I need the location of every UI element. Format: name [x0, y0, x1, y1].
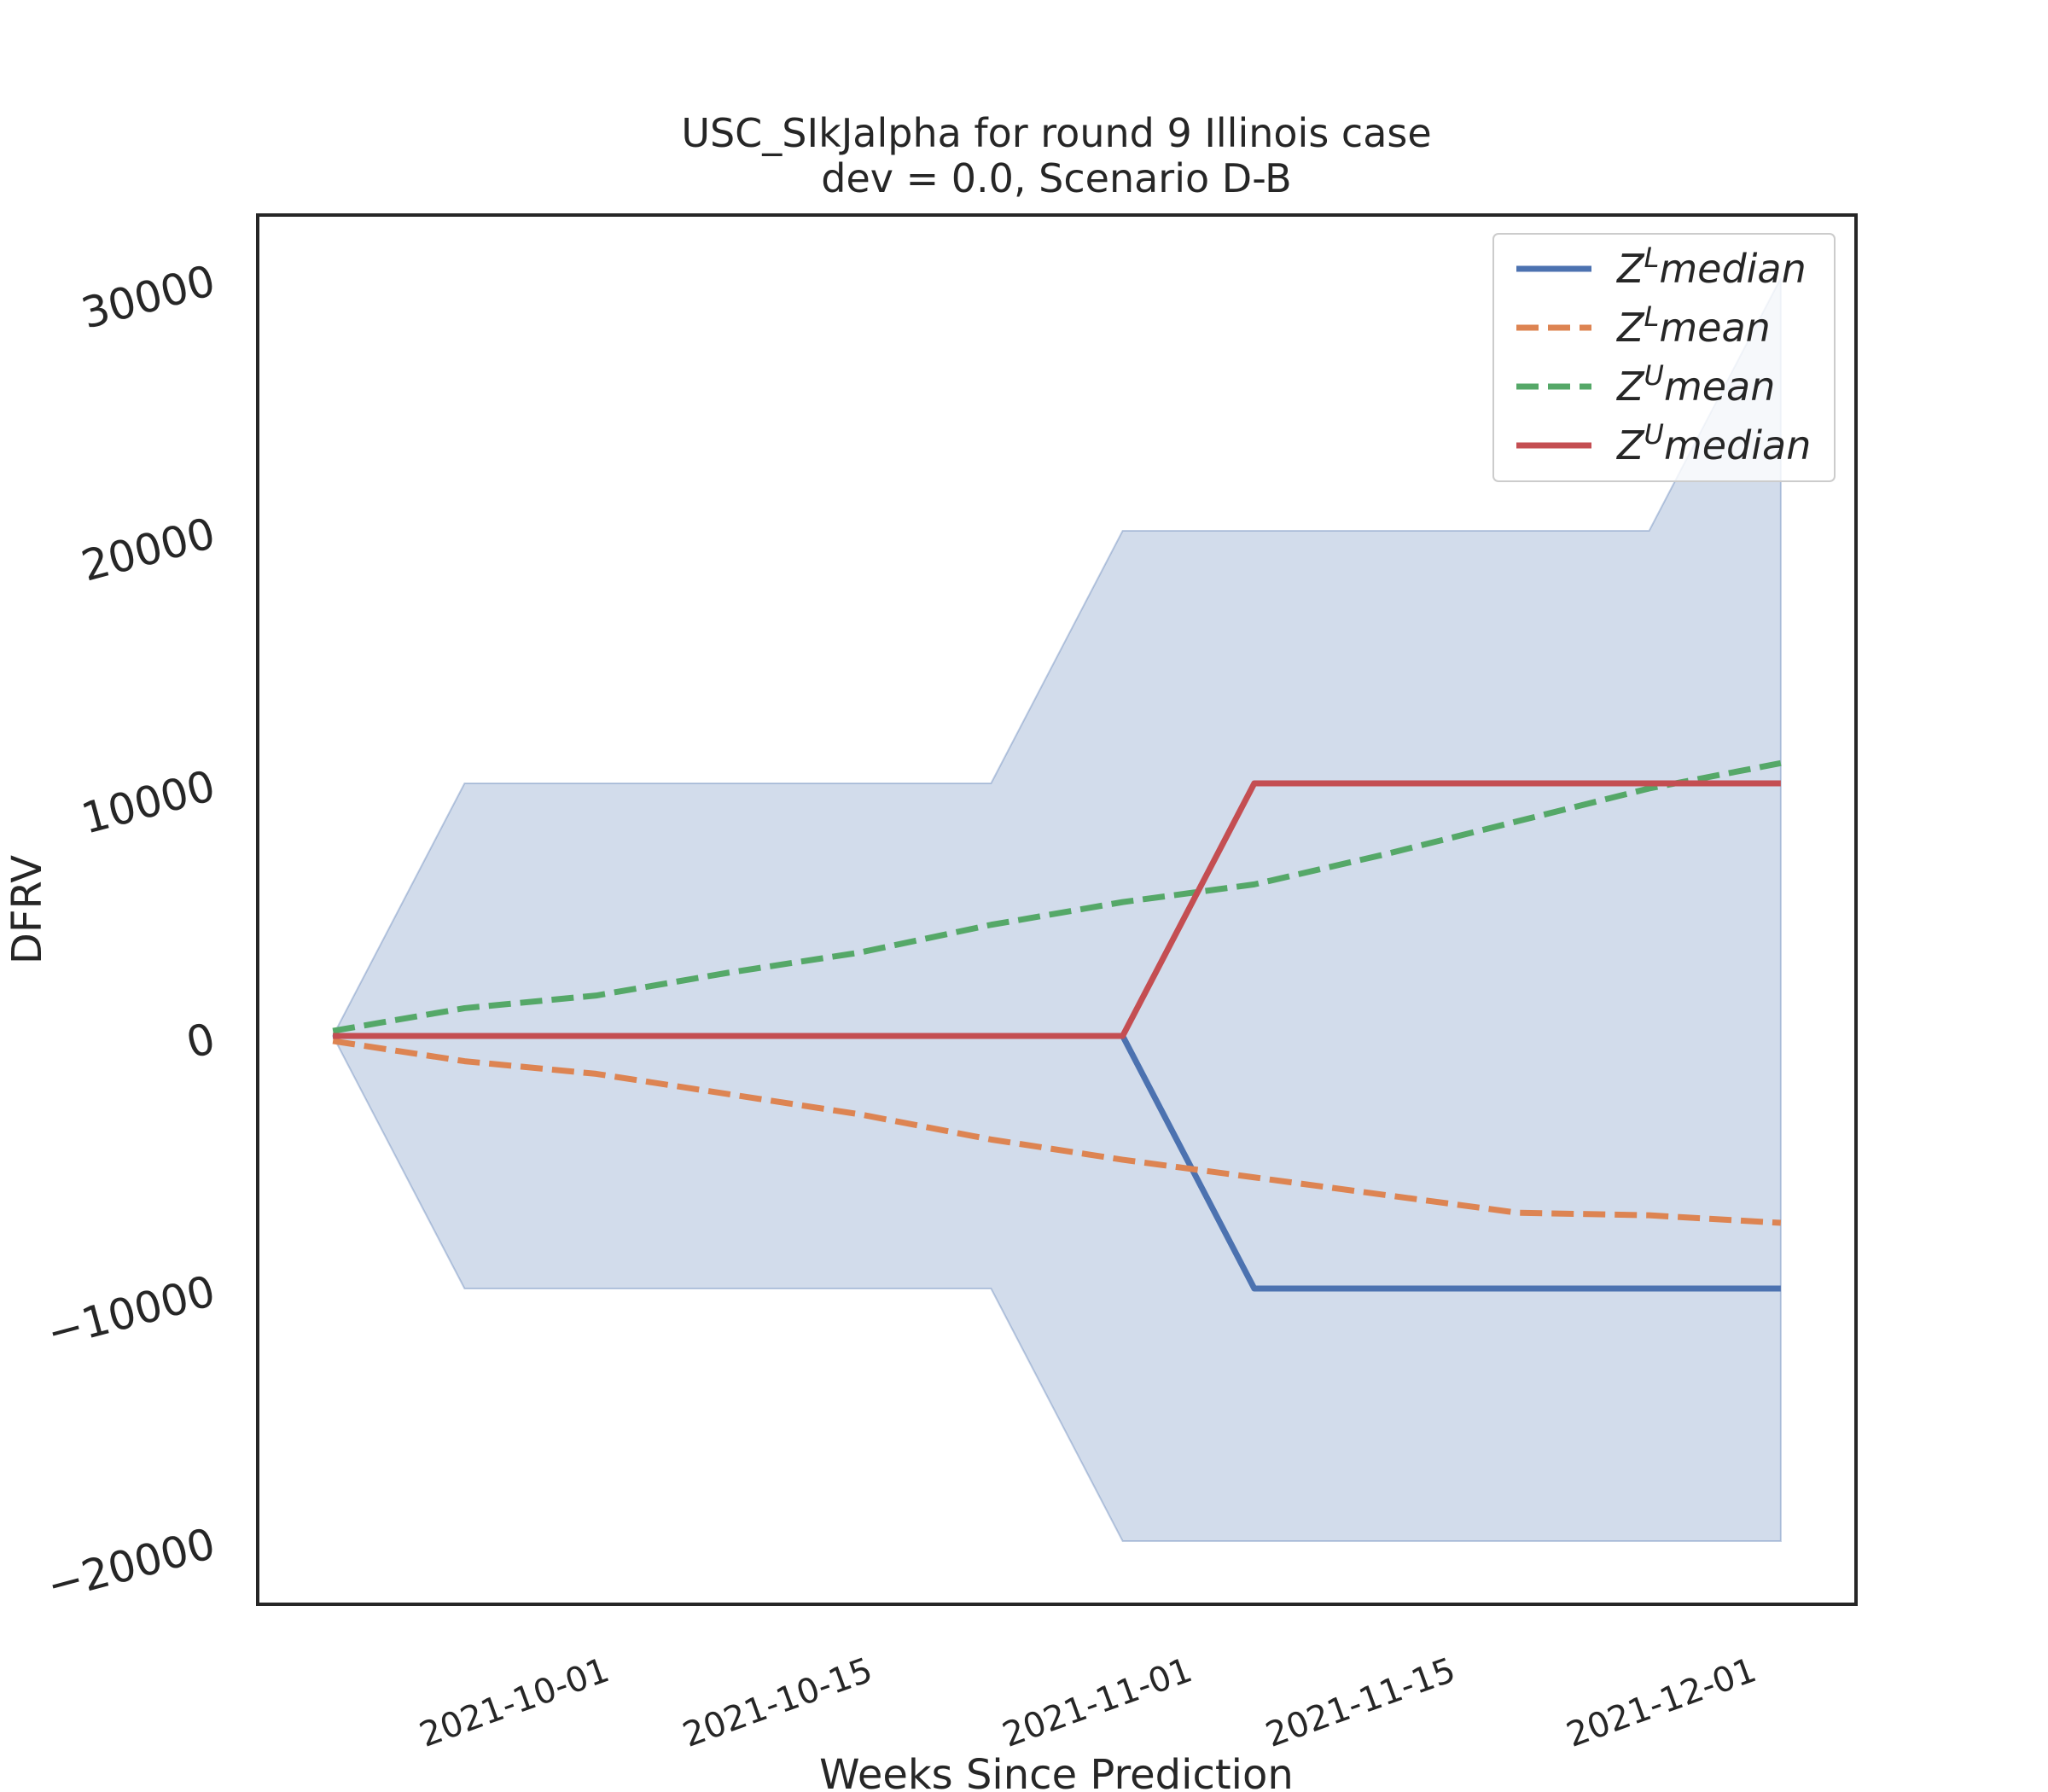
legend: ZLmedian ZLmean ZUmean ZUmedian — [1492, 233, 1836, 482]
series-line-u-mean — [332, 759, 1782, 1034]
plot-frame — [256, 213, 1858, 1606]
series-line-u-median — [333, 780, 1781, 1039]
legend-box — [1492, 233, 1836, 482]
y-axis-label: DFRV — [3, 855, 51, 964]
legend-label-u-median: ZUmedian — [1615, 418, 1811, 468]
chart-title: USC_SIkJalpha for round 9 Illinois case — [681, 110, 1431, 156]
legend-label-u-mean: ZUmean — [1615, 359, 1775, 410]
confidence-band-layer — [332, 277, 1782, 1542]
series-line-l-mean — [332, 1038, 1782, 1226]
x-axis-label: Weeks Since Prediction — [819, 1751, 1294, 1792]
legend-label-l-median: ZLmedian — [1615, 241, 1807, 292]
confidence-band — [332, 277, 1782, 1542]
chart-subtitle: dev = 0.0, Scenario D-B — [821, 155, 1291, 201]
series-layer — [332, 759, 1782, 1292]
legend-label-l-mean: ZLmean — [1615, 300, 1771, 351]
